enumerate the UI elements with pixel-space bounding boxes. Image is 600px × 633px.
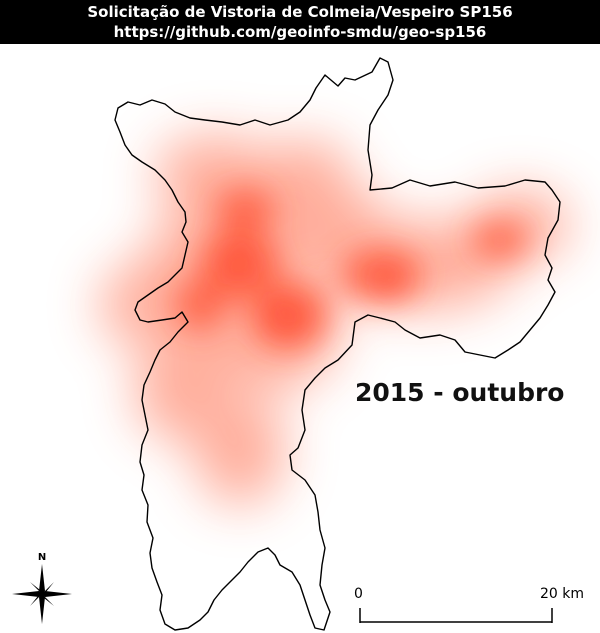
scale-bar xyxy=(359,608,553,623)
map-title-bar: Solicitação de Vistoria de Colmeia/Vespe… xyxy=(0,0,600,44)
scale-end-label: 20 km xyxy=(540,586,585,602)
map-title: Solicitação de Vistoria de Colmeia/Vespe… xyxy=(87,3,513,21)
scale-start-label: 0 xyxy=(354,586,363,602)
source-url: https://github.com/geoinfo-smdu/geo-sp15… xyxy=(113,23,487,41)
compass-rose-icon xyxy=(12,564,72,624)
north-label: N xyxy=(38,552,46,563)
city-boundary xyxy=(114,57,561,631)
period-label: 2015 - outubro xyxy=(355,378,565,407)
heatmap-layer xyxy=(100,135,570,505)
